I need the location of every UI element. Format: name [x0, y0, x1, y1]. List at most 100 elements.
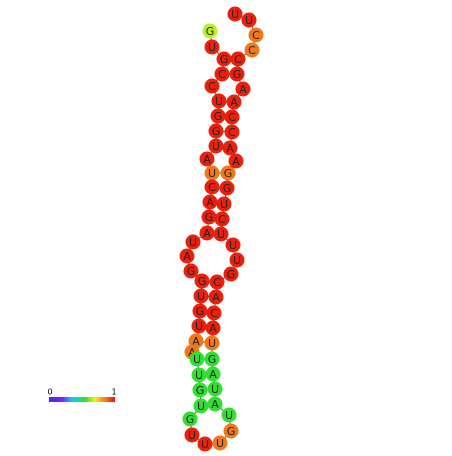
scale-max: 1: [111, 388, 116, 397]
nucleotide-label: A: [188, 346, 196, 359]
nucleotide-label: C: [213, 276, 221, 289]
nucleotide: [194, 273, 210, 289]
nucleotide-label: G: [212, 125, 221, 138]
nucleotide-label: U: [245, 14, 253, 27]
nucleotide-label: U: [197, 400, 205, 413]
nucleotide-label: C: [252, 29, 260, 42]
nucleotide-label: A: [230, 96, 238, 109]
nucleotide-label: G: [224, 167, 233, 180]
nucleotide: [212, 435, 228, 451]
nucleotide: [248, 27, 264, 43]
nucleotide-label: G: [198, 275, 207, 288]
scale-min: 0: [47, 388, 52, 397]
nucleotide: [201, 209, 217, 225]
nucleotide-label: A: [232, 155, 240, 168]
nucleotide: [191, 318, 207, 334]
nucleotide: [208, 289, 224, 305]
nucleotide: [229, 66, 245, 82]
nucleotide-label: C: [208, 181, 216, 194]
nucleotide: [224, 109, 240, 125]
nucleotide-label: G: [196, 305, 205, 318]
nucleotide: [197, 436, 213, 452]
nucleotide: [193, 288, 209, 304]
nucleotide: [207, 381, 223, 397]
nucleotide: [210, 108, 226, 124]
nucleotide: [222, 140, 238, 156]
nucleotide: [221, 407, 237, 423]
nucleotide-label: U: [208, 337, 216, 350]
nucleotide: [216, 51, 232, 67]
nucleotide: [208, 138, 224, 154]
nucleotide-label: U: [215, 95, 223, 108]
nucleotide-label: U: [220, 198, 228, 211]
nucleotide-label: A: [203, 227, 211, 240]
nucleotide: [204, 335, 220, 351]
nucleotide-label: A: [226, 142, 234, 155]
nucleotide: [206, 305, 222, 321]
nucleotide: [184, 427, 200, 443]
nucleotide-label: U: [193, 353, 201, 366]
nucleotide-label: G: [187, 265, 196, 278]
nucleotide-label: U: [212, 140, 220, 153]
nucleotide: [204, 179, 220, 195]
nucleotide: [219, 180, 235, 196]
nucleotide-label: A: [192, 335, 200, 348]
nucleotide-label: G: [227, 425, 236, 438]
nucleotide: [191, 367, 207, 383]
nucleotide: [235, 81, 251, 97]
nucleotide: [208, 123, 224, 139]
nucleotide: [229, 252, 245, 268]
nucleotide: [199, 225, 215, 241]
nucleotide-label: C: [228, 126, 236, 139]
nucleotide: [202, 23, 218, 39]
nucleotide-label: A: [239, 83, 247, 96]
nucleotide: [230, 51, 246, 67]
nucleotide-label: U: [217, 228, 225, 241]
nucleotide: [183, 263, 199, 279]
nucleotide-label: C: [218, 68, 226, 81]
nucleotide-label: C: [218, 213, 226, 226]
nucleotide: [185, 234, 201, 250]
nucleotide: [207, 396, 223, 412]
nucleotide-label: C: [228, 111, 236, 124]
nucleotide: [211, 93, 227, 109]
nucleotide: [204, 78, 220, 94]
nucleotide: [204, 39, 220, 55]
nucleotide-label: C: [210, 307, 218, 320]
nucleotide: [199, 151, 215, 167]
nucleotide-label: C: [234, 53, 242, 66]
nucleotide: [205, 366, 221, 382]
nucleotide: [241, 12, 257, 28]
nucleotide-label: U: [195, 320, 203, 333]
nucleotide: [179, 248, 195, 264]
nucleotide-label: U: [208, 41, 216, 54]
nucleotide-label: U: [195, 369, 203, 382]
nucleotide-label: U: [201, 438, 209, 451]
nucleotide-label: C: [208, 80, 216, 93]
nucleotide: [228, 153, 244, 169]
nucleotide: [225, 237, 241, 253]
nucleotide-label: U: [233, 254, 241, 267]
nucleotide-label: U: [197, 290, 205, 303]
nucleotide-label: G: [214, 110, 223, 123]
nucleotide: [189, 351, 205, 367]
nucleotide: [209, 274, 225, 290]
nucleotide-label: G: [220, 53, 229, 66]
nucleotide-label: A: [183, 250, 191, 263]
nucleotide: [223, 423, 239, 439]
nucleotide: [214, 211, 230, 227]
nucleotide-label: U: [229, 239, 237, 252]
nucleotide: [202, 194, 218, 210]
nucleotide-label: G: [208, 353, 217, 366]
nucleotide-label: U: [189, 236, 197, 249]
nucleotide: [244, 42, 260, 58]
nucleotide-label: U: [208, 167, 216, 180]
color-scale: [49, 397, 115, 402]
nucleotide: [192, 303, 208, 319]
nucleotide: [192, 382, 208, 398]
nucleotide: [226, 94, 242, 110]
nucleotide-label: G: [233, 68, 242, 81]
nucleotide-label: A: [212, 291, 220, 304]
